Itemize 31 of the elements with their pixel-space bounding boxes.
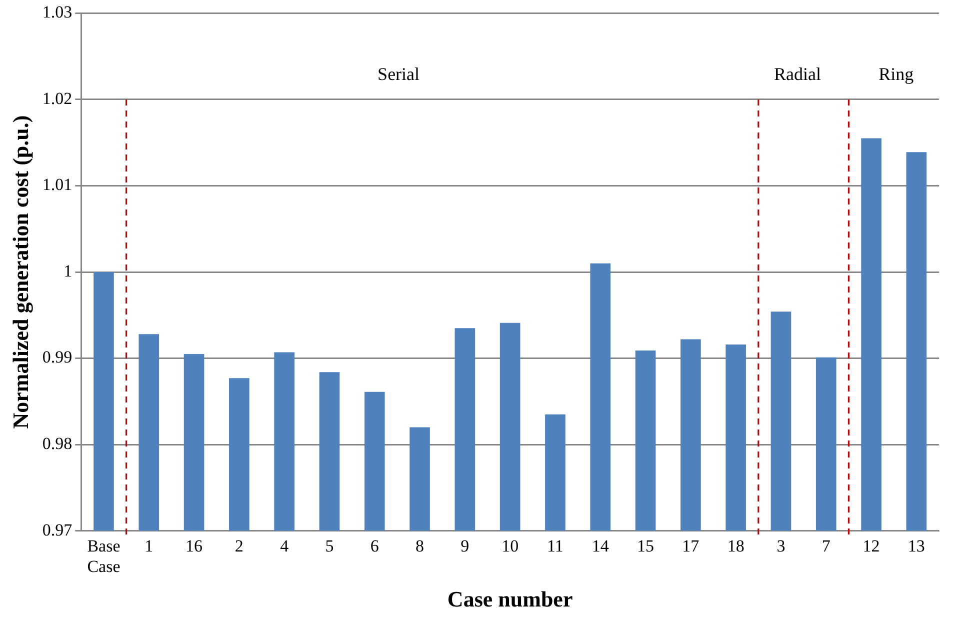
x-tick-label: 8 bbox=[416, 536, 424, 556]
y-tick-label: 0.97 bbox=[42, 520, 73, 540]
y-tick-label: 1 bbox=[64, 261, 72, 280]
x-tick-label: 16 bbox=[186, 536, 203, 556]
x-tick-label: 7 bbox=[822, 536, 831, 556]
x-tick-label: 15 bbox=[637, 536, 654, 556]
annotation: Serial bbox=[378, 64, 420, 84]
x-tick-label: 12 bbox=[862, 536, 880, 556]
x-tick-label: 6 bbox=[370, 536, 379, 556]
y-axis-title: Normalized generation cost (p.u.) bbox=[8, 115, 33, 429]
y-tick-label: 0.98 bbox=[42, 434, 72, 453]
x-tick-label: 2 bbox=[234, 536, 244, 556]
x-tick-label: 13 bbox=[908, 536, 925, 556]
x-tick-label: 1 bbox=[144, 536, 154, 556]
y-tick-label: 1.01 bbox=[42, 175, 72, 194]
y-tick-label: 1.03 bbox=[42, 2, 72, 22]
annotation: Ring bbox=[878, 64, 914, 84]
x-tick-label: 5 bbox=[325, 536, 334, 556]
x-tick-label: 17 bbox=[682, 536, 700, 556]
x-tick-label: Base Case bbox=[87, 536, 120, 576]
y-tick-label: 1.02 bbox=[42, 88, 72, 108]
annotation: Radial bbox=[774, 64, 821, 84]
x-tick-label: 14 bbox=[592, 536, 610, 556]
x-tick-label: 3 bbox=[776, 536, 786, 556]
x-tick-label: 11 bbox=[547, 536, 564, 556]
y-tick-label: 0.99 bbox=[42, 348, 72, 367]
x-axis-title: Case number bbox=[447, 586, 573, 612]
x-tick-label: 18 bbox=[727, 536, 744, 556]
x-tick-label: 10 bbox=[502, 536, 519, 556]
x-tick-label: 4 bbox=[280, 536, 290, 556]
x-tick-label: 9 bbox=[460, 536, 470, 556]
